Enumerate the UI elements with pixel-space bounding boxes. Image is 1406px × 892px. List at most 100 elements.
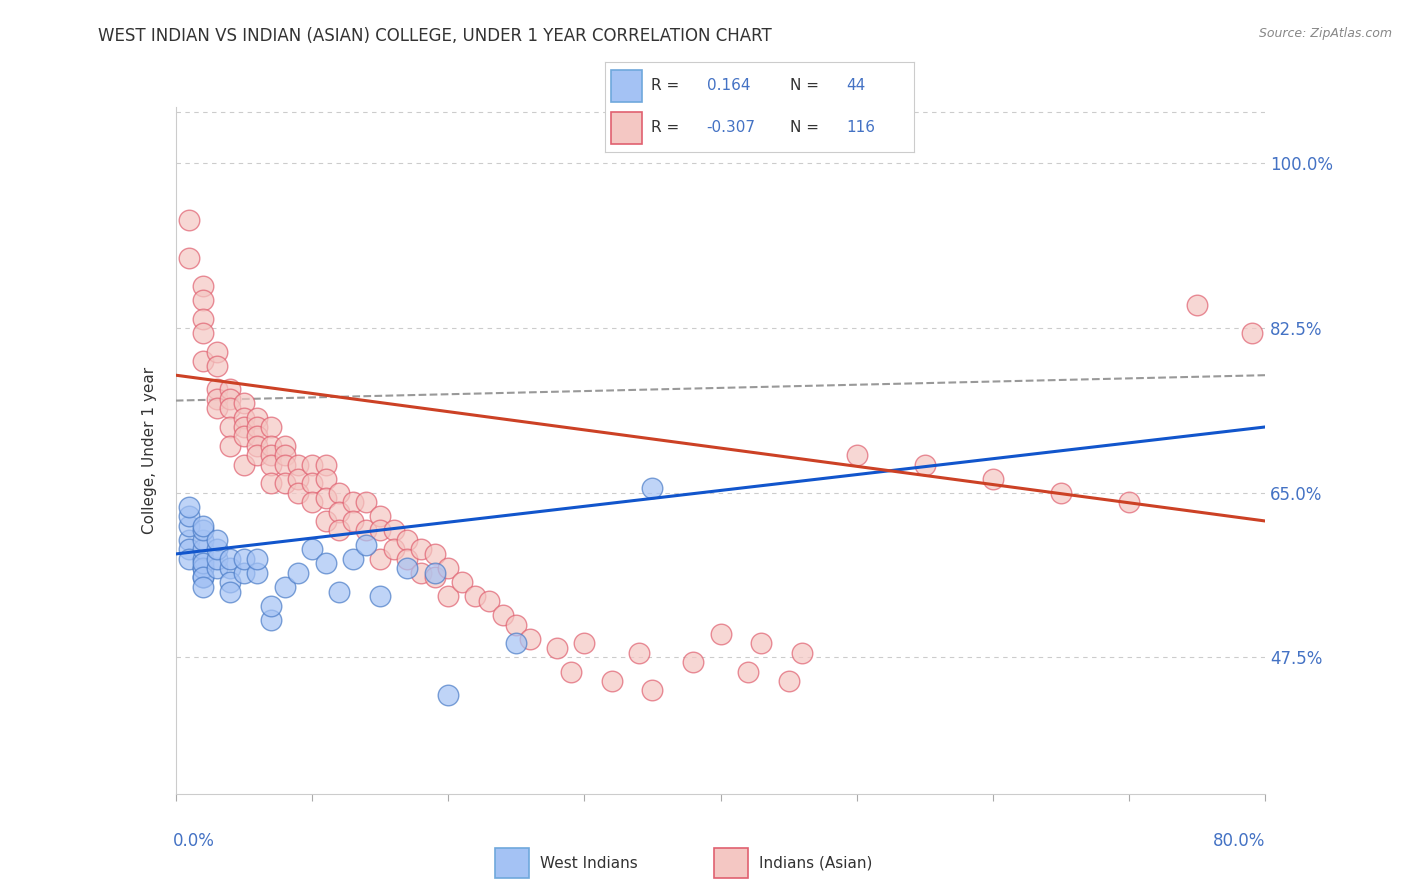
Point	[560, 665, 582, 679]
Point	[301, 476, 323, 491]
Point	[205, 533, 228, 547]
Point	[1187, 298, 1209, 312]
Point	[492, 608, 515, 623]
Point	[179, 533, 201, 547]
Point	[219, 551, 242, 566]
Point	[191, 551, 214, 566]
Point	[260, 476, 283, 491]
Point	[205, 401, 228, 416]
Point	[205, 359, 228, 373]
Point	[751, 636, 773, 650]
Point	[368, 589, 391, 603]
Point	[219, 392, 242, 406]
Point	[179, 518, 201, 533]
Point	[641, 481, 664, 495]
Point	[205, 382, 228, 396]
Text: WEST INDIAN VS INDIAN (ASIAN) COLLEGE, UNDER 1 YEAR CORRELATION CHART: WEST INDIAN VS INDIAN (ASIAN) COLLEGE, U…	[98, 27, 772, 45]
Point	[191, 311, 214, 326]
Text: 0.164: 0.164	[707, 78, 751, 93]
Point	[368, 524, 391, 538]
Point	[641, 683, 664, 698]
Point	[464, 589, 486, 603]
Point	[315, 491, 337, 505]
Point	[219, 382, 242, 396]
Point	[342, 514, 364, 528]
Text: N =: N =	[790, 120, 824, 135]
Point	[246, 410, 269, 425]
Point	[437, 589, 460, 603]
Point	[382, 524, 405, 538]
Point	[191, 533, 214, 547]
Text: N =: N =	[790, 78, 824, 93]
Text: R =: R =	[651, 120, 685, 135]
Point	[274, 448, 297, 462]
Point	[191, 293, 214, 307]
FancyBboxPatch shape	[610, 112, 641, 144]
Y-axis label: College, Under 1 year: College, Under 1 year	[142, 367, 157, 534]
Text: 116: 116	[846, 120, 875, 135]
Point	[328, 485, 350, 500]
Point	[287, 566, 309, 580]
Point	[356, 495, 378, 509]
Point	[315, 557, 337, 571]
Point	[409, 566, 432, 580]
Point	[179, 509, 201, 524]
Point	[368, 509, 391, 524]
Point	[205, 542, 228, 557]
Point	[1118, 495, 1140, 509]
Point	[191, 561, 214, 575]
Point	[232, 458, 254, 472]
Point	[505, 617, 527, 632]
Point	[191, 326, 214, 340]
Point	[246, 429, 269, 443]
Point	[232, 420, 254, 434]
FancyBboxPatch shape	[610, 70, 641, 102]
Point	[396, 551, 419, 566]
Point	[519, 632, 541, 646]
Point	[232, 566, 254, 580]
Point	[368, 551, 391, 566]
Point	[437, 688, 460, 702]
Point	[191, 580, 214, 594]
Point	[287, 472, 309, 486]
Point	[356, 524, 378, 538]
Point	[274, 458, 297, 472]
Point	[914, 458, 936, 472]
Point	[342, 551, 364, 566]
Point	[792, 646, 814, 660]
Point	[191, 278, 214, 293]
Point	[778, 673, 800, 688]
Text: R =: R =	[651, 78, 685, 93]
Point	[409, 542, 432, 557]
Point	[600, 673, 623, 688]
Point	[232, 396, 254, 410]
Point	[219, 420, 242, 434]
Point	[328, 505, 350, 519]
Point	[315, 458, 337, 472]
Point	[315, 472, 337, 486]
Point	[315, 514, 337, 528]
Point	[179, 551, 201, 566]
Point	[191, 542, 214, 557]
Point	[450, 575, 472, 590]
Point	[191, 570, 214, 584]
Point	[179, 213, 201, 227]
Point	[205, 392, 228, 406]
Point	[260, 448, 283, 462]
Point	[845, 448, 868, 462]
Point	[219, 561, 242, 575]
Point	[191, 518, 214, 533]
Point	[205, 561, 228, 575]
Point	[191, 570, 214, 584]
Point	[246, 566, 269, 580]
Point	[219, 575, 242, 590]
Point	[219, 401, 242, 416]
Point	[246, 448, 269, 462]
Text: 44: 44	[846, 78, 865, 93]
Point	[423, 570, 446, 584]
Point	[342, 495, 364, 509]
Point	[274, 439, 297, 453]
Point	[260, 613, 283, 627]
Point	[179, 251, 201, 265]
Point	[219, 584, 242, 599]
